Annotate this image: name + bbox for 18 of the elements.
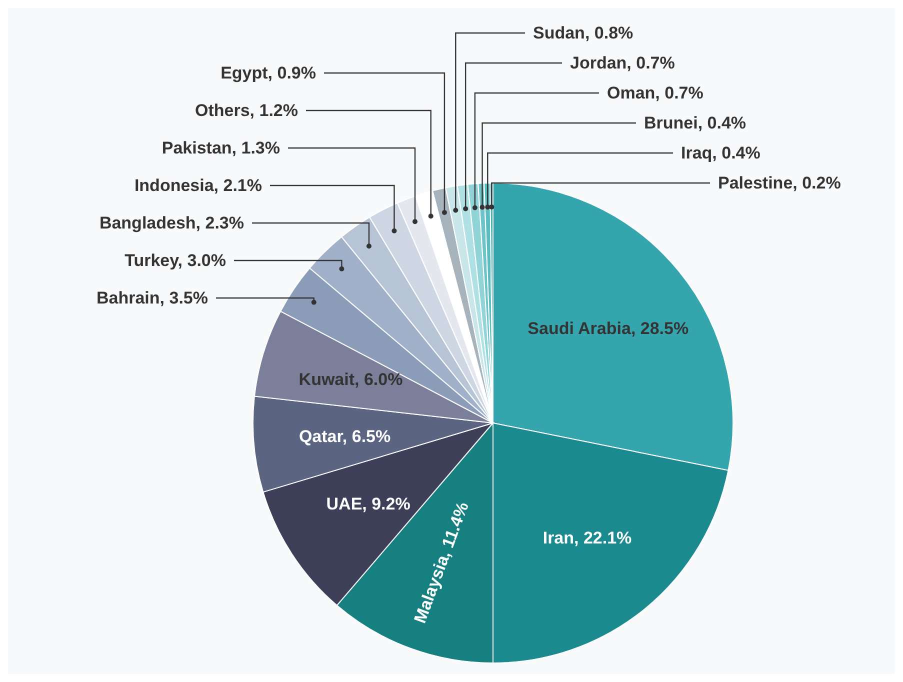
slice-label: Egypt, 0.9% bbox=[220, 64, 316, 82]
slice-label: Others, 1.2% bbox=[195, 101, 298, 120]
slice-label: Sudan, 0.8% bbox=[533, 24, 634, 42]
slice-label: Iraq, 0.4% bbox=[681, 144, 760, 162]
slice-label: Oman, 0.7% bbox=[607, 84, 704, 102]
slice-label: Bangladesh, 2.3% bbox=[99, 214, 244, 232]
slice-label: Turkey, 3.0% bbox=[124, 251, 226, 270]
slice-label: Jordan, 0.7% bbox=[570, 54, 675, 72]
slice-label: Saudi Arabia, 28.5% bbox=[528, 319, 689, 338]
slice-label: Qatar, 6.5% bbox=[298, 426, 391, 446]
slice-label: Iran, 22.1% bbox=[542, 528, 632, 548]
slice-label: UAE, 9.2% bbox=[326, 494, 410, 514]
slice-label: Pakistan, 1.3% bbox=[162, 138, 280, 158]
slice-label: Indonesia, 2.1% bbox=[134, 176, 262, 195]
slice-label: Brunei, 0.4% bbox=[644, 114, 746, 132]
slice-label: Palestine, 0.2% bbox=[718, 174, 841, 192]
slice-label: Kuwait, 6.0% bbox=[298, 370, 403, 389]
slice-label: Bahrain, 3.5% bbox=[96, 288, 208, 308]
